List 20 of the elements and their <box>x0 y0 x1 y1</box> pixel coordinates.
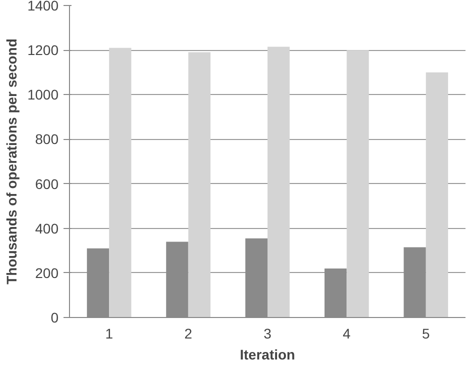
bar <box>346 50 369 318</box>
x-tick-label: 1 <box>105 326 114 342</box>
y-tick-label: 600 <box>35 176 59 192</box>
x-tick-label: 4 <box>342 326 351 342</box>
bar <box>268 46 290 318</box>
y-tick-label: 1400 <box>27 0 59 14</box>
x-axis-title: Iteration <box>240 346 296 362</box>
y-tick-label: 400 <box>35 220 59 236</box>
y-tick-label: 200 <box>35 264 59 281</box>
y-tick-label: 1000 <box>27 86 59 103</box>
bar <box>109 48 132 318</box>
y-tick-label: 1200 <box>27 42 59 58</box>
y-tick-label: 0 <box>50 310 59 326</box>
x-tick-label: 2 <box>184 326 192 342</box>
x-tick-label: 5 <box>422 326 430 342</box>
bar <box>188 52 210 318</box>
bar <box>426 72 448 318</box>
y-axis-title: Thousands of operations per second <box>3 38 20 284</box>
x-tick-label: 3 <box>264 326 272 342</box>
y-tick-label: 800 <box>35 131 59 148</box>
